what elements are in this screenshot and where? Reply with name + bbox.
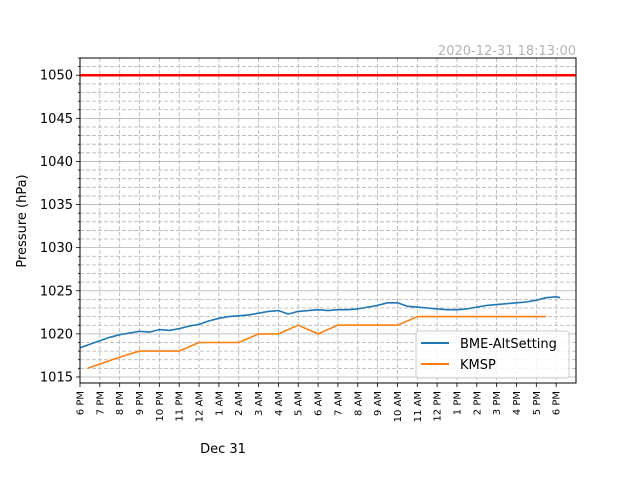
x-tick-label: 4 AM <box>274 391 285 416</box>
x-tick-label: 4 PM <box>512 391 523 415</box>
y-axis: 1015 1020 1025 1030 1035 1040 1045 1050 <box>40 57 80 385</box>
x-tick-label: 1 PM <box>452 391 463 415</box>
x-tick-label: 8 AM <box>353 391 364 416</box>
y-tick-label: 1045 <box>40 112 73 127</box>
x-tick-label: 6 AM <box>314 391 325 416</box>
y-tick-label: 1025 <box>40 284 73 299</box>
x-tick-label: 2 AM <box>234 391 245 416</box>
x-tick-label: 5 PM <box>532 391 543 415</box>
x-tick-label: 1 AM <box>214 391 225 416</box>
x-tick-label: 8 PM <box>115 391 126 415</box>
y-tick-label: 1035 <box>40 198 73 213</box>
series-line-bme-altsetting <box>79 295 561 349</box>
timestamp-label: 2020-12-31 18:13:00 <box>438 44 576 59</box>
x-tick-label: 12 PM <box>433 391 444 422</box>
x-tick-label: 11 PM <box>175 391 186 422</box>
x-tick-label: 2 PM <box>472 391 483 415</box>
y-tick-label: 1020 <box>40 327 73 342</box>
x-axis: 6 PM 7 PM 8 PM 9 PM 10 PM 11 PM 12 AM 1 AM 2 AM 3… <box>76 383 563 422</box>
x-tick-label: 6 PM <box>552 391 563 415</box>
y-tick-label: 1030 <box>40 241 73 256</box>
legend-label-bme-altsetting: BME-AltSetting <box>460 337 557 352</box>
x-tick-label: 3 AM <box>254 391 265 416</box>
x-tick-label: 6 PM <box>76 391 87 415</box>
x-tick-label: 3 PM <box>492 391 503 415</box>
y-tick-label: 1015 <box>40 370 73 385</box>
y-axis-label: Pressure (hPa) <box>15 174 30 267</box>
x-tick-label: 10 AM <box>393 391 404 422</box>
x-tick-label: 5 AM <box>294 391 305 416</box>
y-tick-label: 1040 <box>40 155 73 170</box>
series-line-kmsp <box>87 315 547 370</box>
grid <box>79 57 576 383</box>
legend-label-kmsp: KMSP <box>460 358 496 373</box>
x-tick-label: 11 AM <box>413 391 424 422</box>
y-tick-label: 1050 <box>40 69 73 84</box>
plot-frame <box>79 57 577 384</box>
x-tick-label: 9 PM <box>135 391 146 415</box>
x-tick-label: 9 AM <box>373 391 384 416</box>
x-tick-label: 10 PM <box>155 391 166 422</box>
legend: BME-AltSetting KMSP <box>415 330 570 379</box>
x-tick-label: 7 AM <box>333 391 344 416</box>
legend-frame <box>415 330 570 379</box>
x-tick-label: 7 PM <box>95 391 106 415</box>
date-label: Dec 31 <box>200 442 246 457</box>
series-layer <box>79 73 576 370</box>
x-tick-label: 12 AM <box>195 391 206 422</box>
